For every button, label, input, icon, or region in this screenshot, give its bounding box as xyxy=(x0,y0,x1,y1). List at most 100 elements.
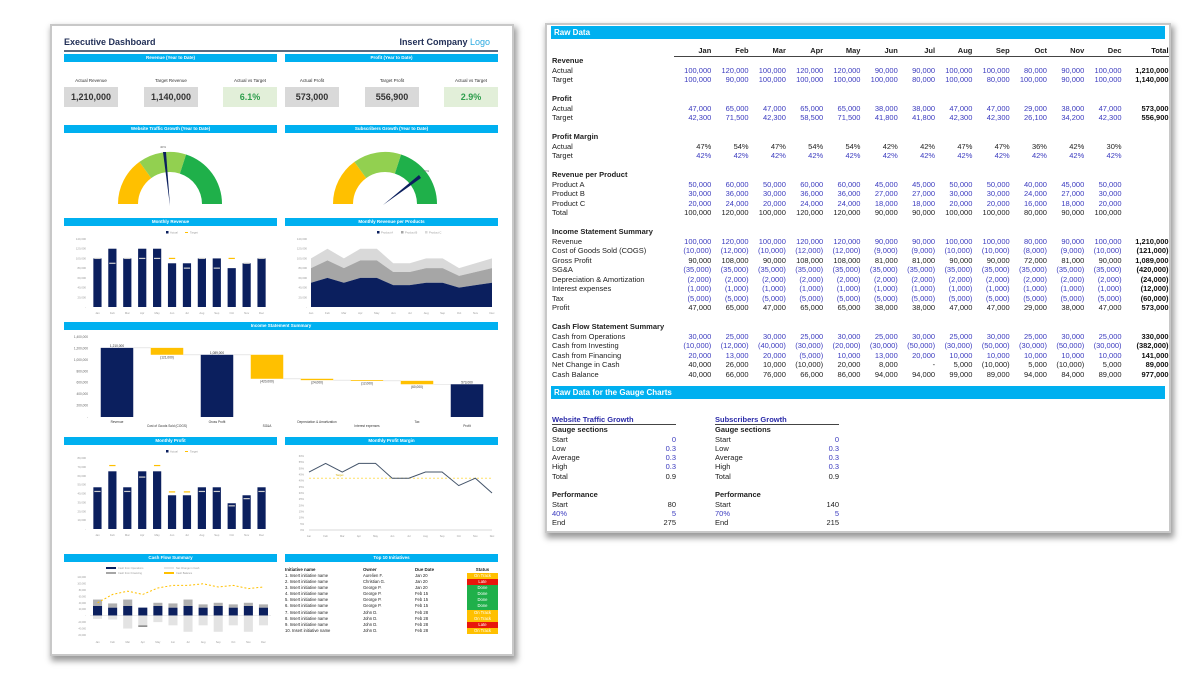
data-cell[interactable]: (5,000) xyxy=(985,293,1010,303)
data-cell[interactable]: 42% xyxy=(882,151,898,160)
total-cell[interactable] xyxy=(1122,180,1169,190)
month-header[interactable]: Mar xyxy=(748,45,786,57)
data-cell[interactable]: 100,000 xyxy=(758,236,786,246)
gauge-value[interactable] xyxy=(815,415,839,426)
gauge-label[interactable]: High xyxy=(715,462,731,472)
data-cell[interactable]: 100,000 xyxy=(870,75,898,84)
row-label[interactable]: Cash from Investing xyxy=(552,341,619,350)
data-cell[interactable]: 100,000 xyxy=(833,75,861,84)
data-cell[interactable]: 20,000 xyxy=(949,198,973,208)
spacer[interactable] xyxy=(552,85,674,95)
data-cell[interactable]: 42% xyxy=(808,151,824,160)
data-cell[interactable]: (2,000) xyxy=(724,274,749,284)
gauge-value[interactable]: 0.3 xyxy=(828,443,839,453)
data-cell[interactable]: 90,000 xyxy=(874,236,898,246)
month-header[interactable]: Jul xyxy=(897,45,936,57)
data-cell[interactable]: 40,000 xyxy=(688,360,712,369)
data-cell[interactable]: 80,000 xyxy=(986,75,1010,84)
gauge-label[interactable] xyxy=(552,481,652,490)
data-cell[interactable]: (2,000) xyxy=(762,274,786,284)
month-header[interactable]: Dec xyxy=(1084,45,1122,57)
row-label[interactable]: Cash from Financing xyxy=(552,350,622,360)
data-cell[interactable]: 42% xyxy=(920,151,936,160)
gauge-value[interactable]: 0.3 xyxy=(665,462,676,472)
data-cell[interactable]: 25,000 xyxy=(800,331,824,341)
data-cell[interactable]: (12,000) xyxy=(832,246,861,255)
data-cell[interactable]: (50,000) xyxy=(1056,341,1085,350)
data-cell[interactable]: 40,000 xyxy=(688,369,712,379)
data-cell[interactable]: 25,000 xyxy=(949,331,973,341)
data-cell[interactable]: 81,000 xyxy=(874,255,898,265)
row-label[interactable]: Profit xyxy=(552,303,570,312)
data-cell[interactable]: 42% xyxy=(1069,151,1085,160)
data-cell[interactable]: 47,000 xyxy=(949,103,973,113)
gauge-value[interactable]: 0.9 xyxy=(665,471,676,481)
data-cell[interactable]: 30,000 xyxy=(1061,331,1085,341)
row-label[interactable]: Target xyxy=(552,75,573,84)
data-cell[interactable]: 47% xyxy=(696,141,712,151)
data-cell[interactable]: 100,000 xyxy=(1094,208,1122,217)
total-cell[interactable]: (382,000) xyxy=(1136,341,1169,350)
data-cell[interactable]: 20,000 xyxy=(837,360,861,369)
data-cell[interactable]: 10,000 xyxy=(986,350,1010,360)
data-cell[interactable]: 36,000 xyxy=(837,189,861,198)
data-cell[interactable]: 30,000 xyxy=(986,189,1010,198)
gauge-label[interactable]: Start xyxy=(552,499,568,509)
month-header[interactable]: Jun xyxy=(860,45,898,57)
data-cell[interactable]: 8,000 xyxy=(879,360,898,369)
data-cell[interactable]: 42% xyxy=(845,151,861,160)
gauge-value[interactable]: 0 xyxy=(834,434,839,444)
data-cell[interactable]: 90,000 xyxy=(1061,75,1085,84)
gauge-value[interactable]: 275 xyxy=(663,518,676,528)
data-cell[interactable]: (10,000) xyxy=(1056,360,1085,369)
data-cell[interactable]: 30,000 xyxy=(688,189,712,198)
gauge-value[interactable]: 0.9 xyxy=(828,471,839,481)
data-cell[interactable]: (2,000) xyxy=(1060,274,1085,284)
data-cell[interactable]: (8,000) xyxy=(1023,246,1047,255)
data-cell[interactable]: 100,000 xyxy=(684,208,712,217)
data-cell[interactable]: 120,000 xyxy=(721,65,749,75)
data-cell[interactable]: (1,000) xyxy=(799,284,824,293)
data-cell[interactable]: 50,000 xyxy=(762,179,786,189)
gauge-value[interactable]: 0.3 xyxy=(665,443,676,453)
data-cell[interactable]: 42% xyxy=(957,151,973,160)
data-cell[interactable]: 81,000 xyxy=(912,255,936,265)
data-cell[interactable]: 100,000 xyxy=(1094,236,1122,246)
data-cell[interactable]: (5,000) xyxy=(911,293,936,303)
gauge-label[interactable]: Total xyxy=(552,471,568,481)
data-cell[interactable]: 54% xyxy=(808,141,824,151)
data-cell[interactable]: (35,000) xyxy=(757,265,786,274)
data-cell[interactable]: 5,000 xyxy=(1028,360,1047,369)
data-cell[interactable]: (1,000) xyxy=(948,284,973,293)
month-header[interactable]: Apr xyxy=(785,45,824,57)
data-cell[interactable]: 72,000 xyxy=(1024,255,1047,265)
data-cell[interactable]: (12,000) xyxy=(795,246,824,255)
data-cell[interactable]: 89,000 xyxy=(1098,369,1122,379)
data-cell[interactable]: 50,000 xyxy=(688,179,712,189)
month-header[interactable]: Nov xyxy=(1046,45,1085,57)
data-cell[interactable]: 100,000 xyxy=(684,75,712,84)
data-cell[interactable]: 94,000 xyxy=(1024,369,1047,379)
data-cell[interactable]: 99,000 xyxy=(949,369,973,379)
gauge-label[interactable]: High xyxy=(552,462,568,472)
data-cell[interactable]: 27,000 xyxy=(912,189,936,198)
data-cell[interactable]: 18,000 xyxy=(1061,198,1085,208)
data-cell[interactable]: 89,000 xyxy=(986,369,1010,379)
total-cell[interactable]: 330,000 xyxy=(1141,331,1169,341)
data-cell[interactable]: (35,000) xyxy=(683,265,712,274)
total-cell[interactable]: 1,140,000 xyxy=(1135,75,1169,84)
data-cell[interactable]: 5,000 xyxy=(953,360,973,369)
data-cell[interactable]: 90,000 xyxy=(1061,236,1085,246)
data-cell[interactable]: 86,000 xyxy=(837,369,861,379)
data-cell[interactable]: 80,000 xyxy=(1024,236,1047,246)
data-cell[interactable]: 45,000 xyxy=(1061,179,1085,189)
month-header[interactable]: Oct xyxy=(1009,45,1047,57)
data-cell[interactable]: (1,000) xyxy=(911,284,936,293)
data-cell[interactable]: 90,000 xyxy=(912,236,936,246)
section-title[interactable]: Revenue per Product xyxy=(552,170,628,179)
gauge-label[interactable]: Start xyxy=(552,434,568,444)
data-cell[interactable]: (35,000) xyxy=(795,265,824,274)
data-cell[interactable]: (10,000) xyxy=(757,246,786,255)
data-cell[interactable]: (1,000) xyxy=(874,284,898,293)
row-label[interactable]: Product B xyxy=(552,189,585,198)
